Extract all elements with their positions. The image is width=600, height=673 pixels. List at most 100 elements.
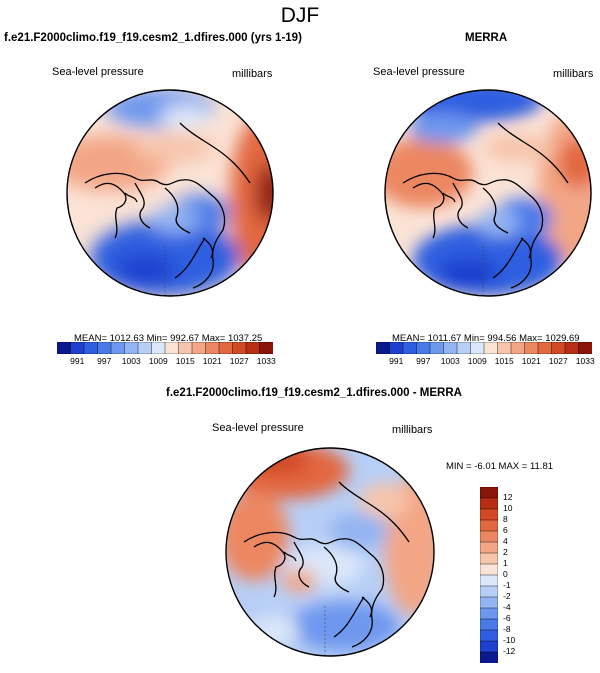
- colorbar-box: [456, 342, 472, 354]
- colorbar-tick-label: 1027: [229, 356, 249, 366]
- colorbar-tick-label: -8: [503, 624, 511, 634]
- colorbar-box: [480, 596, 498, 609]
- colorbar-box: [245, 342, 261, 354]
- colorbar-box: [218, 342, 234, 354]
- diff-polar-map: [225, 447, 435, 657]
- colorbar-tick-label: 1003: [121, 356, 141, 366]
- colorbar-tick-label: -2: [503, 591, 511, 601]
- colorbar-tick-label: 1021: [521, 356, 541, 366]
- colorbar-box: [376, 342, 391, 354]
- colorbar-tick-label: 997: [416, 356, 431, 366]
- colorbar-tick-label: 0: [503, 569, 508, 579]
- diff-stats: MIN = -6.01 MAX = 11.81: [446, 461, 554, 472]
- colorbar-box: [470, 342, 485, 354]
- model-icelandic-low-core: [115, 255, 175, 285]
- colorbar-box: [480, 530, 498, 543]
- colorbar-tick-label: 1: [503, 558, 508, 568]
- colorbar-box: [402, 342, 418, 354]
- colorbar-box: [232, 342, 247, 354]
- model-map-border: [66, 89, 274, 297]
- colorbar-box: [124, 342, 139, 354]
- model-polar-map: [66, 89, 274, 297]
- model-stats: MEAN= 1012.63 Min= 992.67 Max= 1037.25: [74, 333, 263, 344]
- colorbar-box: [205, 342, 220, 354]
- colorbar-tick-label: 1009: [148, 356, 168, 366]
- colorbar-tick-label: -12: [503, 646, 516, 656]
- colorbar-tick-label: 6: [503, 525, 508, 535]
- obs-coastlines: [402, 122, 569, 289]
- obs-high-west: [385, 138, 473, 208]
- colorbar-box: [164, 342, 180, 354]
- colorbar-box: [480, 607, 498, 620]
- model-high-central: [135, 133, 215, 163]
- diff-neg-south: [289, 601, 399, 651]
- colorbar-tick-label: -10: [503, 635, 516, 645]
- colorbar-tick-label: 1033: [575, 356, 595, 366]
- page-title: DJF: [280, 4, 320, 27]
- obs-icelandic-low-core: [438, 258, 498, 288]
- obs-low-fringe: [476, 209, 520, 237]
- model-high-east-core: [256, 163, 273, 223]
- colorbar-box: [480, 563, 498, 576]
- colorbar-box: [510, 342, 526, 354]
- colorbar-box: [110, 342, 126, 354]
- obs-polar-map: [384, 89, 592, 297]
- colorbar-tick-label: 10: [503, 503, 513, 513]
- obs-colorbar-labels: 991 997 1003 1009 1015 1021 1027 1033: [376, 356, 595, 368]
- colorbar-box: [389, 342, 404, 354]
- model-panel-title: f.e21.F2000climo.f19_f19.cesm2_1.dfires.…: [4, 32, 302, 44]
- colorbar-box: [480, 519, 498, 532]
- colorbar-box: [416, 342, 431, 354]
- colorbar-tick-label: 8: [503, 514, 508, 524]
- model-variable-label: Sea-level pressure: [52, 66, 144, 78]
- obs-aleutian-low: [403, 90, 543, 122]
- diff-map-border: [225, 447, 435, 657]
- model-colorbar: [57, 342, 273, 354]
- diff-panel-title: f.e21.F2000climo.f19_f19.cesm2_1.dfires.…: [166, 387, 462, 399]
- obs-units-label: millibars: [553, 68, 594, 80]
- colorbar-tick-label: -4: [503, 602, 511, 612]
- colorbar-box: [497, 342, 512, 354]
- diff-units-label: millibars: [392, 424, 433, 436]
- obs-low-arm-west: [408, 113, 478, 143]
- colorbar-tick-label: 991: [389, 356, 404, 366]
- diff-pos-northeast: [359, 483, 409, 519]
- diff-colorbar-labels: 12 10 8 6 4 2 1 0 -1 -2 -4 -6 -8 -10 -12: [503, 487, 533, 663]
- colorbar-tick-label: 1033: [256, 356, 276, 366]
- obs-variable-label: Sea-level pressure: [373, 66, 465, 78]
- colorbar-tick-label: -1: [503, 580, 511, 590]
- colorbar-box: [480, 651, 498, 663]
- colorbar-box: [480, 487, 498, 499]
- colorbar-box: [83, 342, 99, 354]
- colorbar-box: [564, 342, 580, 354]
- colorbar-box: [97, 342, 112, 354]
- colorbar-box: [537, 342, 553, 354]
- colorbar-box: [480, 552, 498, 565]
- colorbar-box: [480, 497, 498, 510]
- colorbar-box: [524, 342, 539, 354]
- colorbar-box: [480, 585, 498, 598]
- obs-colorbar: [376, 342, 592, 354]
- colorbar-tick-label: 997: [97, 356, 112, 366]
- colorbar-box: [578, 342, 592, 354]
- colorbar-box: [429, 342, 445, 354]
- model-low-fringe: [150, 206, 200, 234]
- diff-colorbar: [480, 487, 498, 663]
- obs-panel-title: MERRA: [465, 32, 508, 44]
- diff-neg-central: [329, 513, 389, 549]
- colorbar-box: [137, 342, 153, 354]
- colorbar-box: [259, 342, 273, 354]
- colorbar-tick-label: 1015: [175, 356, 195, 366]
- colorbar-tick-label: 1009: [467, 356, 487, 366]
- colorbar-tick-label: 1003: [440, 356, 460, 366]
- colorbar-box: [480, 574, 498, 587]
- colorbar-box: [551, 342, 566, 354]
- model-colorbar-labels: 991 997 1003 1009 1015 1021 1027 1033: [57, 356, 276, 368]
- colorbar-box: [151, 342, 166, 354]
- colorbar-box: [480, 618, 498, 631]
- colorbar-tick-label: 1021: [202, 356, 222, 366]
- model-ridge-north: [160, 104, 210, 128]
- model-units-label: millibars: [232, 68, 273, 80]
- colorbar-box: [480, 629, 498, 642]
- colorbar-box: [443, 342, 458, 354]
